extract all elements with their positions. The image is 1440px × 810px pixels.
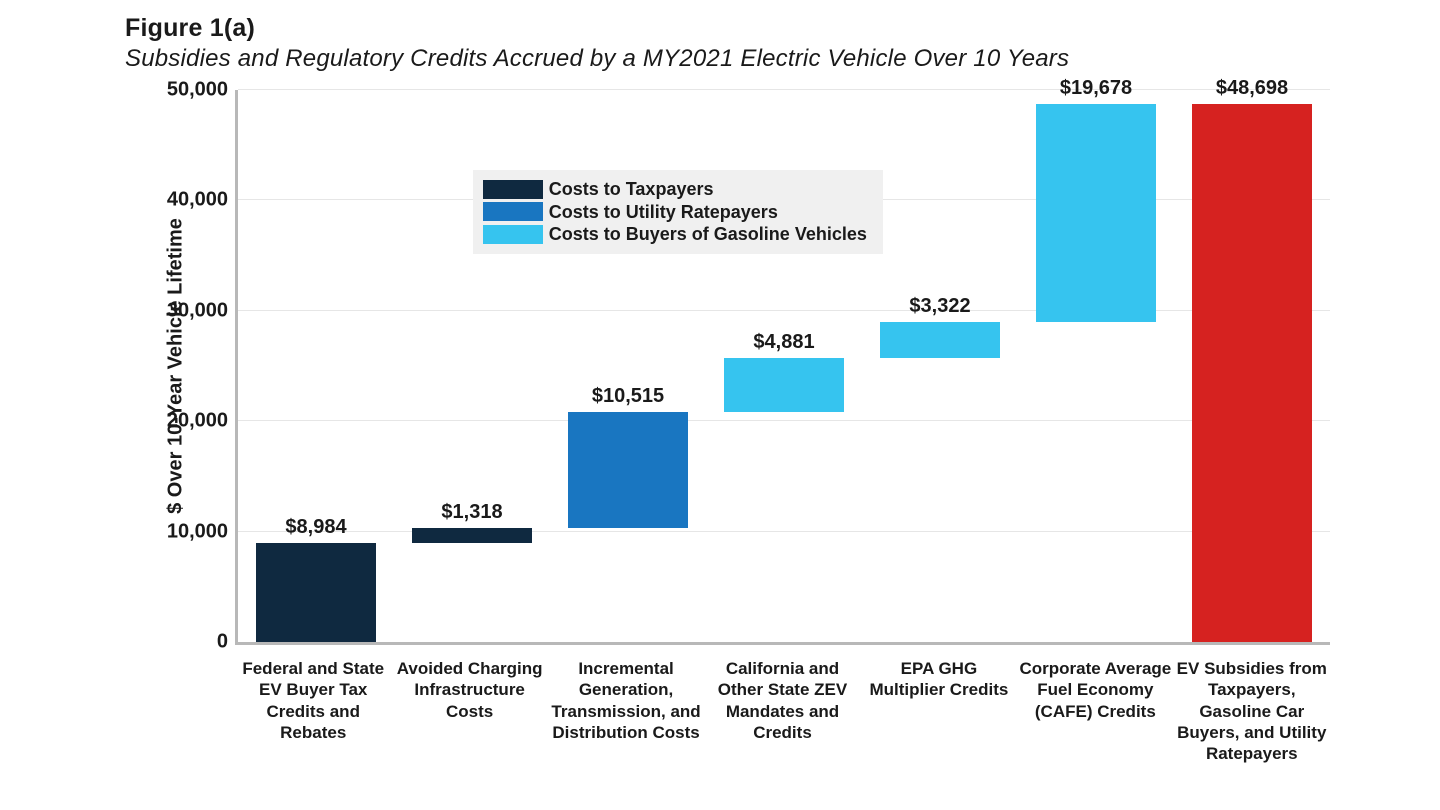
bar: $48,698 (1192, 104, 1312, 642)
bar: $3,322 (880, 322, 1000, 359)
bar-value-label: $10,515 (592, 385, 664, 408)
figure-subtitle: Subsidies and Regulatory Credits Accrued… (125, 45, 1069, 73)
x-axis-label: California and Other State ZEV Mandates … (704, 658, 860, 743)
bar-value-label: $19,678 (1060, 77, 1132, 100)
x-axis-label: Incremental Generation, Transmission, an… (548, 658, 704, 743)
legend-swatch (483, 202, 543, 221)
bar: $19,678 (1036, 104, 1156, 321)
bar: $4,881 (724, 358, 844, 412)
y-axis-title: $ Over 10-Year Vehicle Lifetime (165, 218, 188, 514)
plot-area: $ Over 10-Year Vehicle Lifetime 010,0002… (235, 90, 1330, 645)
y-tick-label: 0 (217, 631, 238, 654)
bar: $1,318 (412, 528, 532, 543)
chart: $ Over 10-Year Vehicle Lifetime 0 10,000 2… (145, 90, 1330, 660)
legend-item: Costs to Utility Ratepayers (483, 201, 867, 224)
bar: $10,515 (568, 412, 688, 528)
legend-swatch (483, 225, 543, 244)
legend: Costs to TaxpayersCosts to Utility Ratep… (473, 170, 883, 254)
legend-label: Costs to Taxpayers (549, 178, 714, 201)
x-axis-label: EPA GHG Multiplier Credits (861, 658, 1017, 701)
gridline (238, 89, 1330, 90)
y-tick-label: 50,000 (167, 79, 238, 102)
figure-title: Figure 1(a) (125, 14, 1069, 43)
y-tick-label: 30,000 (167, 299, 238, 322)
legend-item: Costs to Buyers of Gasoline Vehicles (483, 223, 867, 246)
legend-swatch (483, 180, 543, 199)
bar: $8,984 (256, 543, 376, 642)
title-block: Figure 1(a) Subsidies and Regulatory Cre… (125, 14, 1069, 73)
y-tick-label: 10,000 (167, 520, 238, 543)
legend-item: Costs to Taxpayers (483, 178, 867, 201)
x-axis-label: EV Subsidies from Taxpayers, Gasoline Ca… (1174, 658, 1330, 764)
gridline (238, 420, 1330, 421)
bar-value-label: $3,322 (909, 295, 970, 318)
figure-container: Figure 1(a) Subsidies and Regulatory Cre… (0, 0, 1440, 810)
bar-value-label: $1,318 (441, 501, 502, 524)
x-axis-label: Avoided Charging Infrastructure Costs (391, 658, 547, 722)
gridline (238, 310, 1330, 311)
y-tick-label: 40,000 (167, 189, 238, 212)
bar-value-label: $8,984 (285, 516, 346, 539)
x-axis-label: Federal and State EV Buyer Tax Credits a… (235, 658, 391, 743)
y-tick-label: 20,000 (167, 410, 238, 433)
x-axis-label: Corporate Average Fuel Economy (CAFE) Cr… (1017, 658, 1173, 722)
legend-label: Costs to Buyers of Gasoline Vehicles (549, 223, 867, 246)
bar-value-label: $4,881 (753, 331, 814, 354)
bar-value-label: $48,698 (1216, 77, 1288, 100)
gridline (238, 531, 1330, 532)
legend-label: Costs to Utility Ratepayers (549, 201, 778, 224)
